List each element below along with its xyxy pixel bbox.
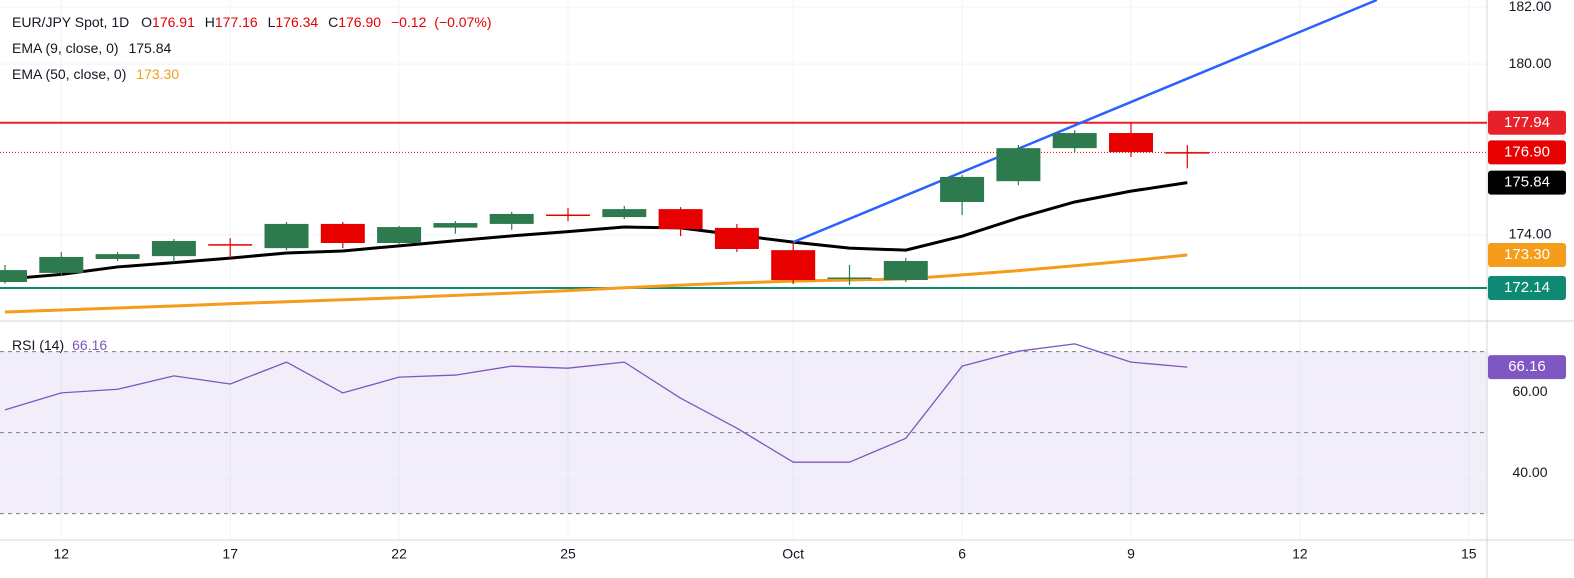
ema9-name: EMA (9, close, 0): [12, 40, 119, 56]
rsi-tick-label: 60.00: [1512, 383, 1547, 399]
candle-body: [95, 254, 140, 259]
rsi-tag: 66.16: [1508, 358, 1546, 375]
level-tag: 172.14: [1504, 279, 1550, 296]
symbol-title: EUR/JPY Spot, 1D: [12, 14, 129, 30]
candle-body: [489, 213, 534, 224]
rsi-tag-box: [1488, 355, 1566, 380]
low-value: 176.34: [275, 14, 318, 30]
x-tick-label: 25: [560, 546, 576, 562]
x-tick-label: 22: [391, 546, 407, 562]
rsi-tick-label: 40.00: [1512, 464, 1547, 480]
candle-body: [377, 227, 422, 244]
candle-body: [546, 214, 590, 217]
x-tick-label: 12: [54, 546, 70, 562]
x-tick-label: 15: [1461, 546, 1477, 562]
candle-body: [883, 260, 928, 281]
ema50-tag: 173.30: [1504, 246, 1550, 263]
candle-body: [1165, 152, 1210, 154]
level-tag-box: [1488, 276, 1566, 301]
rsi-name: RSI (14): [12, 337, 64, 353]
y-tick-label: 182.00: [1509, 0, 1552, 14]
close-tag: 176.90: [1504, 143, 1550, 160]
candle-body: [771, 250, 816, 281]
level-tag: 177.94: [1504, 114, 1550, 131]
change-value: −0.12: [391, 14, 427, 30]
close-letter: C: [328, 14, 338, 30]
candle-body: [714, 227, 759, 249]
x-tick-label: 6: [958, 546, 966, 562]
ema9-tag-box: [1488, 170, 1566, 195]
ema50-tag-box: [1488, 242, 1566, 267]
ema50-value: 173.30: [136, 66, 179, 82]
ema9-legend: EMA (9, close, 0) 175.84: [12, 40, 172, 56]
x-tick-label: Oct: [782, 546, 804, 562]
candle-body: [320, 223, 365, 244]
ema-line: [4, 253, 1188, 314]
candle-body: [151, 241, 196, 257]
ema50-legend: EMA (50, close, 0) 173.30: [12, 66, 179, 82]
open-letter: O: [141, 14, 152, 30]
candle-body: [996, 148, 1041, 182]
candle-body: [208, 244, 253, 246]
legend-header: EUR/JPY Spot, 1D O176.91 H177.16 L176.34…: [12, 14, 491, 30]
y-tick-label: 174.00: [1509, 226, 1552, 242]
candle-body: [602, 209, 647, 218]
x-tick-label: 12: [1292, 546, 1308, 562]
candle-body: [264, 223, 309, 249]
x-tick-label: 9: [1127, 546, 1135, 562]
candle-body: [827, 277, 872, 279]
candle-body: [39, 256, 84, 273]
y-tick-label: 180.00: [1509, 55, 1552, 71]
rsi-legend: RSI (14) 66.16: [12, 337, 107, 353]
candle-body: [940, 176, 985, 202]
level-tag-box: [1488, 110, 1566, 135]
high-value: 177.16: [215, 14, 258, 30]
change-percent: (−0.07%): [434, 14, 491, 30]
high-letter: H: [205, 14, 215, 30]
x-tick-label: 17: [222, 546, 238, 562]
close-tag-box: [1488, 140, 1566, 165]
rsi-value: 66.16: [72, 337, 107, 353]
rsi-line: [4, 343, 1188, 463]
open-value: 176.91: [152, 14, 195, 30]
ema9-value: 175.84: [128, 40, 171, 56]
candle-body: [0, 270, 27, 283]
trendline: [792, 0, 1378, 244]
candle-body: [658, 209, 703, 230]
low-letter: L: [268, 14, 276, 30]
close-value: 176.90: [338, 14, 381, 30]
candle-body: [433, 223, 478, 228]
ema9-tag: 175.84: [1504, 174, 1550, 191]
ema-line: [4, 181, 1188, 281]
candle-body: [1109, 133, 1153, 153]
candle-body: [1052, 133, 1097, 149]
ema50-name: EMA (50, close, 0): [12, 66, 126, 82]
